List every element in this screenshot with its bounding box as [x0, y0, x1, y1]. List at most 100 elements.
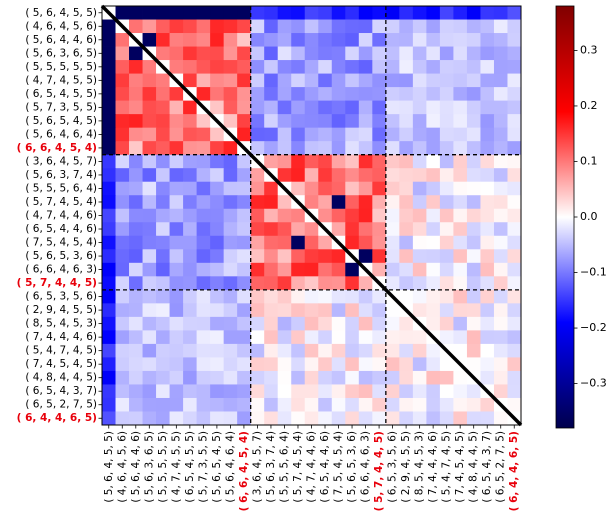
heatmap-cell	[223, 249, 238, 264]
y-tick-label: ( 7, 5, 4, 5, 4)	[25, 237, 97, 249]
heatmap-cell	[399, 330, 414, 345]
heatmap-cell	[318, 411, 333, 426]
heatmap-cell	[102, 33, 116, 47]
heatmap-cell	[453, 73, 468, 88]
heatmap-cell	[318, 249, 333, 264]
heatmap-cell	[480, 114, 495, 129]
heatmap-cell	[237, 262, 252, 277]
heatmap-cell	[115, 141, 130, 156]
heatmap-cell	[223, 33, 238, 47]
heatmap-cell	[291, 114, 306, 129]
y-tick-label: ( 4, 8, 4, 4, 5)	[25, 372, 97, 384]
heatmap-cell	[129, 168, 143, 183]
heatmap-cell	[142, 222, 157, 237]
heatmap-cell	[210, 46, 225, 61]
heatmap-cell	[169, 46, 184, 61]
heatmap-cell	[358, 60, 373, 74]
heatmap-cell	[129, 384, 143, 399]
heatmap-cell	[115, 87, 130, 102]
heatmap-cell	[304, 276, 319, 291]
heatmap-cell	[493, 343, 508, 358]
heatmap-cell	[399, 87, 414, 102]
heatmap-cell	[453, 141, 468, 156]
heatmap-cell	[129, 87, 143, 102]
heatmap-cell	[493, 19, 508, 34]
heatmap-cell	[304, 397, 319, 412]
heatmap-cell	[264, 127, 279, 142]
heatmap-cell	[129, 303, 143, 318]
heatmap-cell	[507, 384, 522, 399]
heatmap-cell	[223, 289, 238, 304]
heatmap-cell	[358, 208, 373, 223]
heatmap-cell	[277, 289, 292, 304]
heatmap-cell	[358, 181, 373, 196]
heatmap-cell	[399, 289, 414, 304]
heatmap-cell	[277, 370, 292, 385]
y-tick-label: ( 5, 6, 4, 6, 4)	[25, 128, 97, 140]
heatmap-cell	[507, 141, 522, 156]
heatmap-cell	[439, 330, 454, 345]
heatmap-cell	[210, 195, 225, 210]
heatmap-cell	[250, 370, 265, 385]
heatmap-cell	[183, 411, 198, 426]
heatmap-cell	[399, 33, 414, 47]
heatmap-cell	[480, 60, 495, 74]
heatmap-cell	[507, 208, 522, 223]
heatmap-cell	[372, 33, 387, 47]
heatmap-cell	[142, 303, 157, 318]
heatmap-cell	[345, 357, 360, 372]
heatmap-cell	[264, 73, 279, 88]
heatmap-cell	[399, 46, 414, 61]
heatmap-cell	[439, 357, 454, 372]
heatmap-cell	[372, 303, 387, 318]
heatmap-cell	[196, 19, 211, 34]
heatmap-cell	[277, 168, 292, 183]
heatmap-cell	[439, 411, 454, 426]
heatmap-cell	[439, 127, 454, 142]
heatmap-cell	[183, 46, 198, 61]
heatmap-cell	[237, 87, 252, 102]
heatmap-cell	[345, 141, 360, 156]
heatmap-cell	[412, 127, 427, 142]
heatmap-cell	[412, 73, 427, 88]
heatmap-cell	[466, 343, 481, 358]
heatmap-cell	[277, 330, 292, 345]
heatmap-cell	[480, 289, 495, 304]
heatmap-cell	[169, 235, 184, 250]
heatmap-cell	[399, 276, 414, 291]
heatmap-cell	[264, 384, 279, 399]
heatmap-cell	[156, 19, 170, 34]
heatmap-cell	[237, 46, 252, 61]
y-tick-label: ( 5, 4, 7, 4, 5)	[25, 345, 97, 357]
heatmap-cell	[331, 100, 346, 115]
heatmap-cell	[331, 60, 346, 74]
heatmap-cell	[304, 249, 319, 264]
heatmap-cell	[412, 370, 427, 385]
heatmap-cell	[264, 249, 279, 264]
heatmap-cell	[156, 181, 170, 196]
heatmap-cell	[345, 289, 360, 304]
heatmap-cell	[372, 222, 387, 237]
heatmap-cell	[507, 276, 522, 291]
heatmap-cell	[453, 330, 468, 345]
heatmap-cell	[372, 235, 387, 250]
y-tick-label: ( 6, 5, 4, 5, 5)	[25, 88, 97, 100]
heatmap-cell	[223, 222, 238, 237]
y-tick-label: ( 6, 5, 3, 5, 6)	[25, 291, 97, 303]
heatmap-cell	[345, 6, 360, 20]
heatmap-cell	[196, 330, 211, 345]
heatmap-cell	[183, 19, 198, 34]
heatmap-cell	[345, 181, 360, 196]
heatmap-cell	[237, 195, 252, 210]
heatmap-cell	[196, 127, 211, 142]
heatmap-cell	[399, 127, 414, 142]
heatmap-cell	[129, 154, 143, 169]
heatmap-cell	[169, 168, 184, 183]
heatmap-cell	[210, 235, 225, 250]
heatmap-cell	[345, 33, 360, 47]
heatmap-cell	[412, 343, 427, 358]
heatmap-cell	[480, 46, 495, 61]
heatmap-cell	[439, 397, 454, 412]
heatmap-cell	[412, 60, 427, 74]
heatmap-cell	[169, 100, 184, 115]
